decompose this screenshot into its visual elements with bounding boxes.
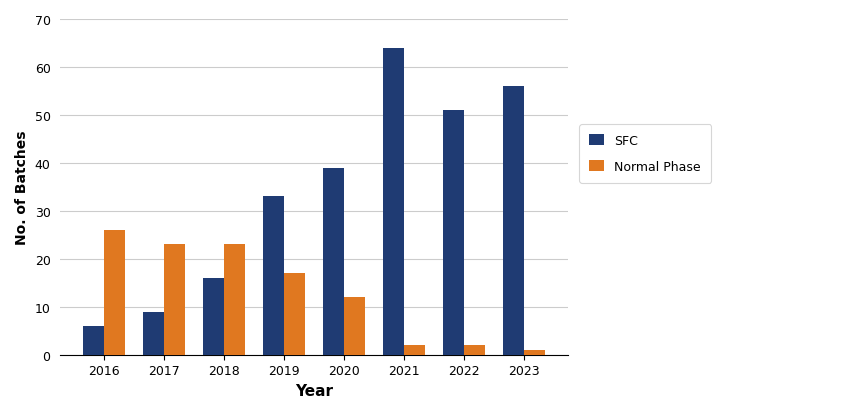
Y-axis label: No. of Batches: No. of Batches — [15, 130, 29, 244]
Bar — [404, 345, 425, 355]
Bar — [503, 87, 524, 355]
Bar — [344, 297, 366, 355]
Bar — [164, 245, 185, 355]
Bar — [264, 197, 284, 355]
Bar — [524, 350, 545, 355]
Bar — [464, 345, 485, 355]
Bar — [284, 273, 306, 355]
Bar — [143, 312, 164, 355]
Bar — [324, 168, 344, 355]
Bar — [203, 278, 224, 355]
X-axis label: Year: Year — [295, 383, 333, 398]
Legend: SFC, Normal Phase: SFC, Normal Phase — [580, 125, 711, 183]
Bar — [443, 111, 464, 355]
Bar — [224, 245, 245, 355]
Bar — [83, 326, 104, 355]
Bar — [383, 49, 404, 355]
Bar — [104, 230, 125, 355]
